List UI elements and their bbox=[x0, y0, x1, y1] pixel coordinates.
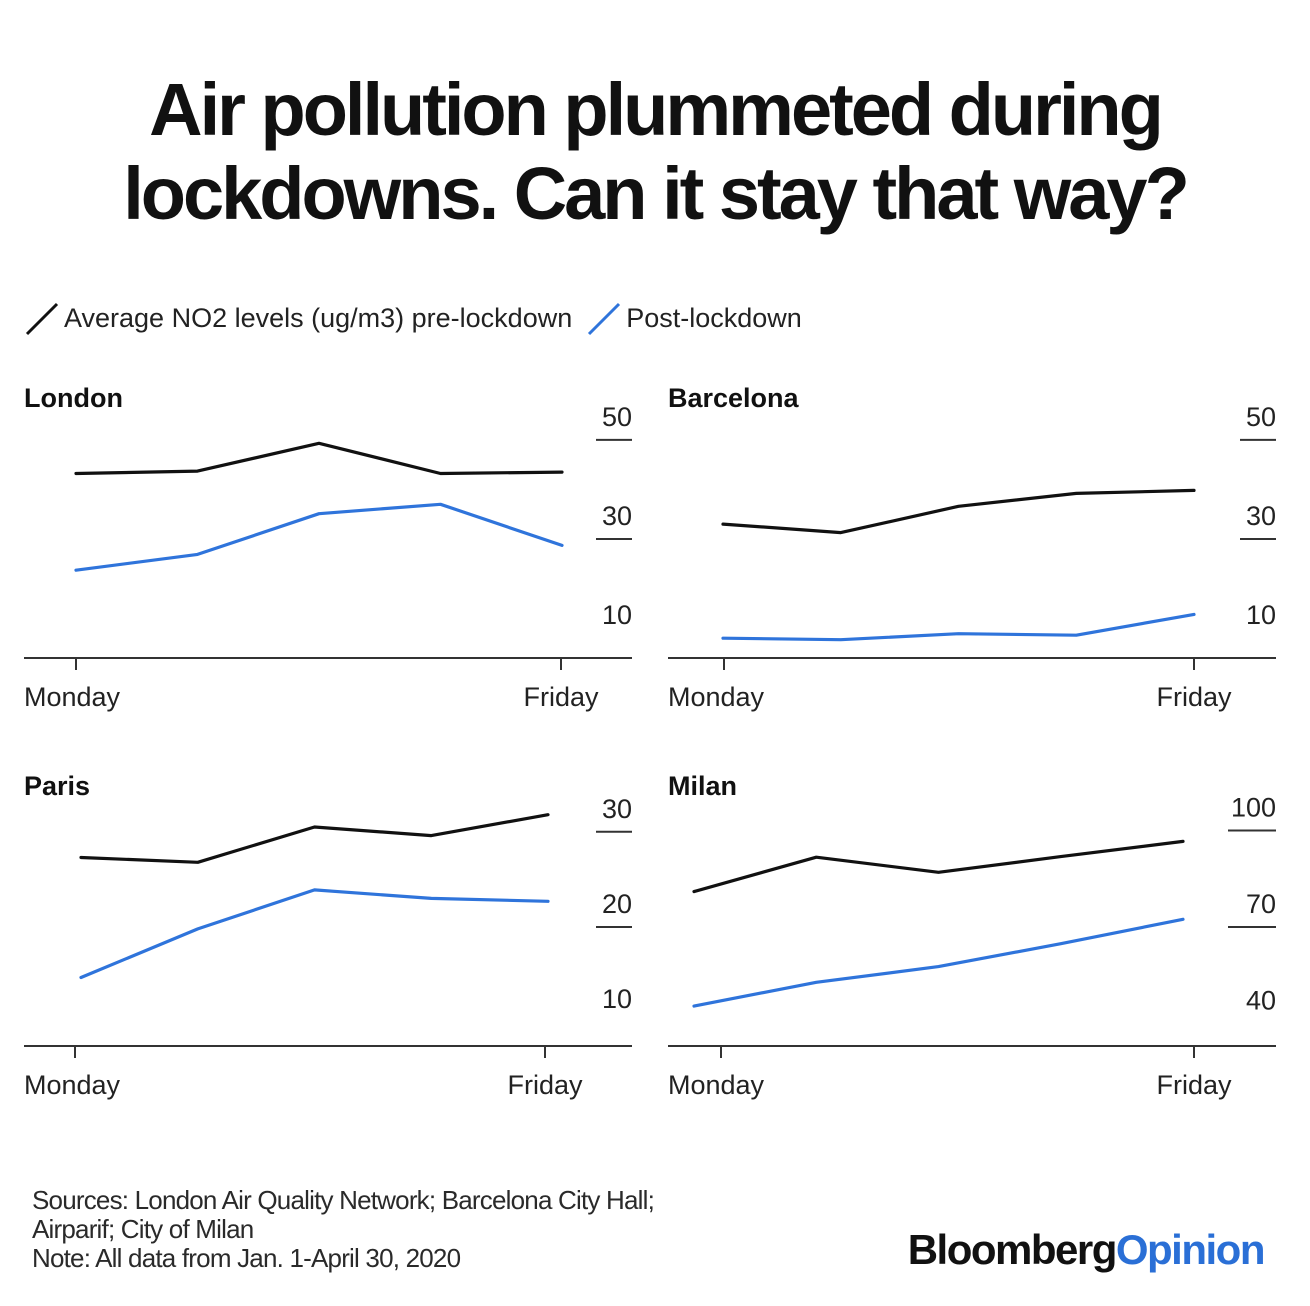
legend: Average NO2 levels (ug/m3) pre-lockdown … bbox=[22, 296, 814, 340]
x-tick-label: Friday bbox=[523, 682, 599, 712]
footer-note: Note: All data from Jan. 1-April 30, 202… bbox=[32, 1243, 461, 1273]
headline-line-2: lockdowns. Can it stay that way? bbox=[123, 152, 1190, 235]
x-tick-label: Monday bbox=[24, 682, 121, 712]
x-tick-label: Friday bbox=[1156, 682, 1232, 712]
brand-logo: BloombergOpinion bbox=[907, 1226, 1266, 1274]
legend-swatch-pre bbox=[25, 302, 59, 336]
chart-title: Paris bbox=[24, 771, 90, 801]
series-line-post-lockdown bbox=[74, 502, 564, 572]
chart-panel-london: London 10 30 50 Monday Friday bbox=[20, 372, 640, 732]
series-line-pre-lockdown bbox=[721, 488, 1196, 535]
y-tick-label: 30 bbox=[1246, 501, 1276, 531]
y-tick-label: 40 bbox=[1246, 985, 1276, 1015]
y-tick-label: 20 bbox=[602, 889, 632, 919]
x-tick-label: Monday bbox=[24, 1070, 121, 1100]
legend-swatch-post bbox=[588, 302, 621, 336]
chart-title: Barcelona bbox=[668, 383, 800, 413]
series-line-pre-lockdown bbox=[692, 839, 1185, 894]
y-tick-label: 50 bbox=[1246, 402, 1276, 432]
legend-item-pre: Average NO2 levels (ug/m3) pre-lockdown bbox=[22, 299, 572, 337]
legend-label-pre: Average NO2 levels (ug/m3) pre-lockdown bbox=[64, 302, 573, 333]
brand-logo-bloomberg: Bloomberg bbox=[907, 1226, 1118, 1273]
series-line-pre-lockdown bbox=[74, 441, 564, 476]
legend-label-post: Post-lockdown bbox=[626, 302, 802, 333]
chart-milan: Milan 40 70 100 Monday Friday bbox=[668, 771, 1276, 1100]
chart-title: Milan bbox=[668, 771, 737, 801]
y-tick-label: 100 bbox=[1231, 793, 1276, 823]
y-tick-label: 10 bbox=[602, 984, 632, 1014]
series-line-post-lockdown bbox=[79, 888, 550, 980]
chart-panel-paris: Paris 10 20 30 Monday Friday bbox=[20, 760, 640, 1120]
chart-barcelona: Barcelona 10 30 50 Monday Friday bbox=[668, 383, 1276, 712]
chart-title: London bbox=[24, 383, 123, 413]
y-tick-label: 50 bbox=[602, 402, 632, 432]
legend-item-post: Post-lockdown bbox=[584, 299, 802, 337]
chart-paris: Paris 10 20 30 Monday Friday bbox=[24, 771, 632, 1100]
headline-line-1: Air pollution plummeted during bbox=[149, 68, 1164, 151]
y-tick-label: 10 bbox=[602, 600, 632, 630]
y-tick-label: 10 bbox=[1246, 600, 1276, 630]
brand-logo-opinion: Opinion bbox=[1115, 1226, 1266, 1273]
x-tick-label: Monday bbox=[668, 682, 765, 712]
x-tick-label: Friday bbox=[1156, 1070, 1232, 1100]
y-tick-label: 30 bbox=[602, 794, 632, 824]
chart-panel-barcelona: Barcelona 10 30 50 Monday Friday bbox=[664, 372, 1284, 732]
series-line-post-lockdown bbox=[692, 917, 1185, 1008]
footer-notes: Sources: London Air Quality Network; Bar… bbox=[32, 1185, 655, 1273]
y-tick-label: 30 bbox=[602, 501, 632, 531]
series-line-post-lockdown bbox=[721, 612, 1196, 642]
chart-panel-milan: Milan 40 70 100 Monday Friday bbox=[664, 760, 1284, 1120]
x-tick-label: Monday bbox=[668, 1070, 765, 1100]
chart-london: London 10 30 50 Monday Friday bbox=[24, 383, 632, 712]
y-tick-label: 70 bbox=[1246, 889, 1276, 919]
series-line-pre-lockdown bbox=[79, 813, 550, 864]
x-tick-label: Friday bbox=[507, 1070, 583, 1100]
headline: Air pollution plummeted during lockdowns… bbox=[0, 68, 1310, 236]
footer-sources-line-2: Airparif; City of Milan bbox=[32, 1214, 254, 1244]
footer-sources-line-1: Sources: London Air Quality Network; Bar… bbox=[32, 1185, 655, 1215]
